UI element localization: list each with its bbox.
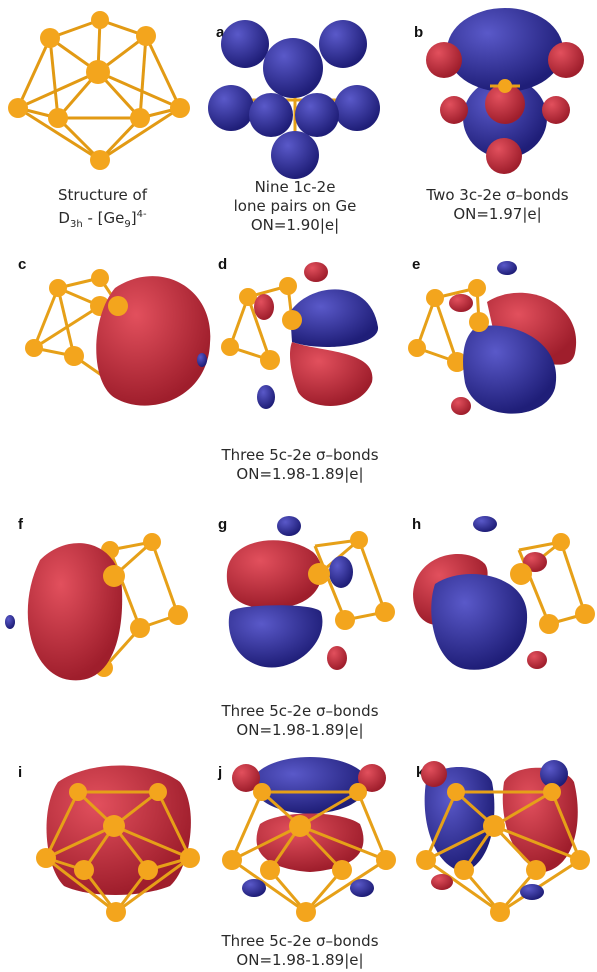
3c-bond-orbitals — [426, 8, 584, 174]
caption-row3-line1: Three 5c-2e σ–bonds — [221, 702, 379, 720]
formula-ge: - [Ge — [82, 209, 125, 227]
panel-a-lone-pairs — [205, 10, 385, 180]
formula-sub-9: 9 — [124, 219, 131, 230]
caption-3c-bonds: Two 3c-2e σ–bonds ON=1.97|e| — [400, 186, 595, 224]
panel-label-j: j — [218, 764, 223, 781]
caption-row4-line2: ON=1.98-1.89|e| — [236, 951, 364, 969]
caption-structure: Structure of D3h - [Ge9]4- — [10, 186, 195, 234]
panel-label-c: c — [18, 256, 27, 273]
panel-label-e: e — [412, 256, 421, 273]
caption-lone-line2: lone pairs on Ge — [233, 197, 357, 215]
caption-row4: Three 5c-2e σ–bonds ON=1.98-1.89|e| — [180, 932, 420, 970]
caption-row2: Three 5c-2e σ–bonds ON=1.98-1.89|e| — [180, 446, 420, 484]
panel-j-orbital — [220, 752, 400, 928]
panel-structure — [0, 0, 200, 180]
caption-lone-line1: Nine 1c-2e — [254, 178, 336, 196]
panel-g-orbital — [215, 512, 395, 682]
orbital-f — [5, 533, 188, 681]
panel-e-orbital — [405, 258, 595, 428]
panel-label-k: k — [416, 764, 425, 781]
panel-label-d: d — [218, 256, 228, 273]
caption-structure-line1: Structure of — [57, 186, 147, 204]
panel-c-orbital — [20, 248, 215, 418]
caption-row3-line2: ON=1.98-1.89|e| — [236, 721, 364, 739]
orbital-e — [408, 261, 577, 415]
panel-d-orbital — [220, 252, 400, 422]
panel-label-a: a — [216, 24, 225, 41]
caption-lone-line3: ON=1.90|e| — [250, 216, 340, 234]
panel-label-f: f — [18, 516, 23, 533]
formula-sub-3h: 3h — [69, 219, 83, 230]
caption-3c-line1: Two 3c-2e σ–bonds — [426, 186, 569, 204]
ge9-cluster-structure — [8, 11, 190, 170]
caption-3c-line2: ON=1.97|e| — [453, 205, 542, 223]
panel-k-orbital — [414, 752, 594, 928]
panel-b-3c-bonds — [420, 6, 590, 184]
lone-pair-orbitals — [208, 20, 380, 179]
panel-label-g: g — [218, 516, 228, 533]
formula-d: D — [58, 209, 70, 227]
orbital-d — [221, 262, 379, 409]
panel-label-b: b — [414, 24, 424, 41]
caption-row4-line1: Three 5c-2e σ–bonds — [221, 932, 379, 950]
panel-label-h: h — [412, 516, 422, 533]
orbital-c — [25, 269, 211, 406]
orbital-i — [36, 765, 200, 922]
formula-charge: 4- — [136, 209, 147, 220]
caption-row2-line2: ON=1.98-1.89|e| — [236, 465, 364, 483]
panel-i-orbital — [30, 758, 210, 928]
orbital-h — [413, 516, 595, 670]
orbital-k — [416, 760, 590, 922]
panel-label-i: i — [18, 764, 23, 781]
caption-lone-pairs: Nine 1c-2e lone pairs on Ge ON=1.90|e| — [205, 178, 385, 235]
panel-f-orbital — [0, 520, 200, 690]
formula-bracket: ] — [130, 209, 137, 227]
orbital-g — [226, 516, 395, 670]
orbital-j — [222, 757, 396, 922]
panel-h-orbital — [405, 514, 595, 684]
caption-row3: Three 5c-2e σ–bonds ON=1.98-1.89|e| — [180, 702, 420, 740]
caption-row2-line1: Three 5c-2e σ–bonds — [221, 446, 379, 464]
caption-structure-line2: D3h - [Ge9]4- — [10, 205, 195, 234]
